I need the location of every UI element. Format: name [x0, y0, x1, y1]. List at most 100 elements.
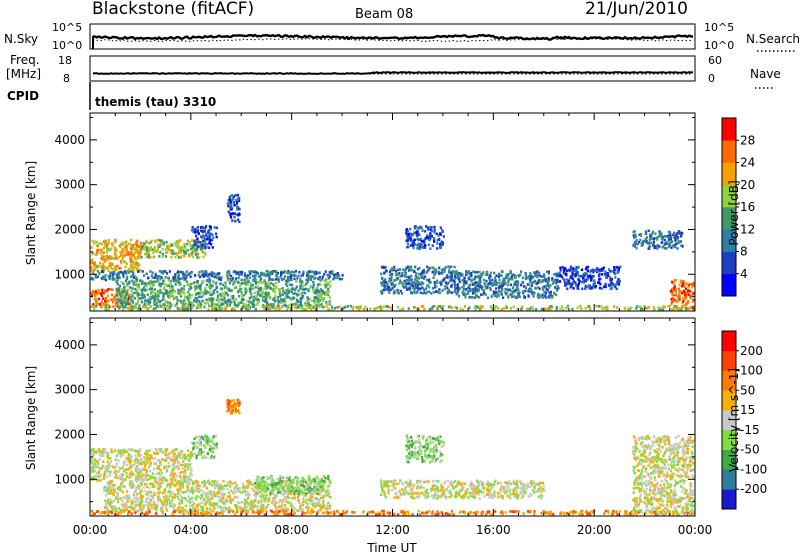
range-cell [689, 294, 693, 298]
range-cell [133, 506, 136, 510]
range-cell [404, 282, 407, 285]
range-cell [498, 281, 501, 285]
range-cell [414, 225, 417, 228]
range-cell [91, 453, 94, 457]
range-cell [391, 282, 394, 285]
range-cell [383, 287, 386, 290]
range-cell [670, 234, 673, 238]
range-cell [114, 246, 117, 250]
range-cell [537, 281, 540, 284]
range-cell [139, 462, 142, 465]
range-cell [583, 275, 586, 279]
range-cell [130, 448, 133, 452]
range-cell [127, 448, 130, 451]
range-cell [129, 293, 132, 296]
range-cell [651, 231, 654, 235]
range-cell [492, 291, 496, 295]
range-cell [676, 237, 679, 241]
range-cell [149, 305, 152, 309]
range-cell [237, 213, 240, 217]
range-cell [556, 272, 559, 276]
range-cell [427, 243, 431, 247]
range-cell [181, 467, 184, 470]
range-cell [480, 293, 483, 296]
range-cell [652, 237, 655, 240]
range-cell [92, 303, 95, 306]
range-cell [118, 284, 121, 288]
range-cell [543, 279, 546, 282]
range-cell [256, 285, 259, 288]
range-cell [224, 284, 227, 288]
range-cell [419, 243, 422, 246]
range-cell [154, 452, 157, 455]
range-cell [420, 244, 423, 248]
range-cell [493, 307, 496, 311]
range-cell [436, 307, 439, 310]
range-cell [509, 307, 513, 310]
range-cell [176, 298, 179, 302]
range-cell [253, 295, 256, 299]
range-cell [174, 273, 177, 276]
range-cell [519, 273, 522, 277]
range-cell [208, 246, 211, 250]
range-cell [133, 463, 136, 467]
range-cell [202, 255, 205, 259]
range-cell [485, 279, 488, 283]
range-cell [128, 271, 131, 274]
range-cell [117, 271, 120, 275]
range-cell [102, 246, 105, 250]
range-cell [202, 275, 205, 278]
range-cell [544, 285, 547, 288]
range-cell [280, 271, 283, 275]
range-cell [584, 284, 587, 288]
range-cell [531, 305, 534, 309]
range-cell [127, 468, 130, 471]
range-cell [164, 248, 167, 251]
range-cell [194, 240, 198, 244]
range-cell [231, 212, 234, 216]
range-cell [433, 236, 436, 240]
range-cell [90, 294, 94, 297]
range-cell [606, 308, 609, 311]
range-cell [434, 268, 438, 271]
range-cell [158, 448, 161, 451]
range-cell [265, 493, 268, 497]
range-cell [94, 274, 97, 277]
range-cell [195, 292, 198, 296]
range-cell [95, 305, 98, 308]
range-cell [176, 307, 179, 310]
range-cell [679, 289, 682, 293]
range-cell [174, 472, 177, 475]
range-cell [521, 276, 525, 280]
range-cell [324, 270, 327, 273]
range-cell [102, 454, 105, 458]
range-cell [261, 503, 265, 507]
range-cell [209, 290, 212, 294]
range-cell [652, 240, 655, 244]
range-cell [268, 297, 271, 300]
range-cell [147, 457, 150, 460]
range-cell [163, 307, 166, 310]
range-cell [174, 279, 177, 283]
range-cell [277, 300, 280, 303]
range-cell [257, 499, 260, 502]
range-cell [601, 287, 604, 290]
range-cell [130, 483, 133, 486]
range-cell [147, 460, 150, 464]
range-cell [678, 283, 681, 287]
range-cell [285, 282, 288, 286]
range-cell [648, 305, 651, 309]
range-cell [286, 287, 290, 291]
range-cell [488, 278, 491, 281]
range-cell [504, 292, 508, 296]
range-cell [199, 247, 202, 250]
range-cell [119, 266, 122, 270]
range-cell [229, 216, 233, 219]
range-cell [160, 239, 163, 242]
range-cell [234, 495, 237, 499]
range-cell [311, 275, 314, 278]
range-cell [327, 287, 330, 291]
range-cell [317, 302, 320, 305]
range-cell [184, 465, 187, 469]
range-cell [326, 302, 329, 306]
